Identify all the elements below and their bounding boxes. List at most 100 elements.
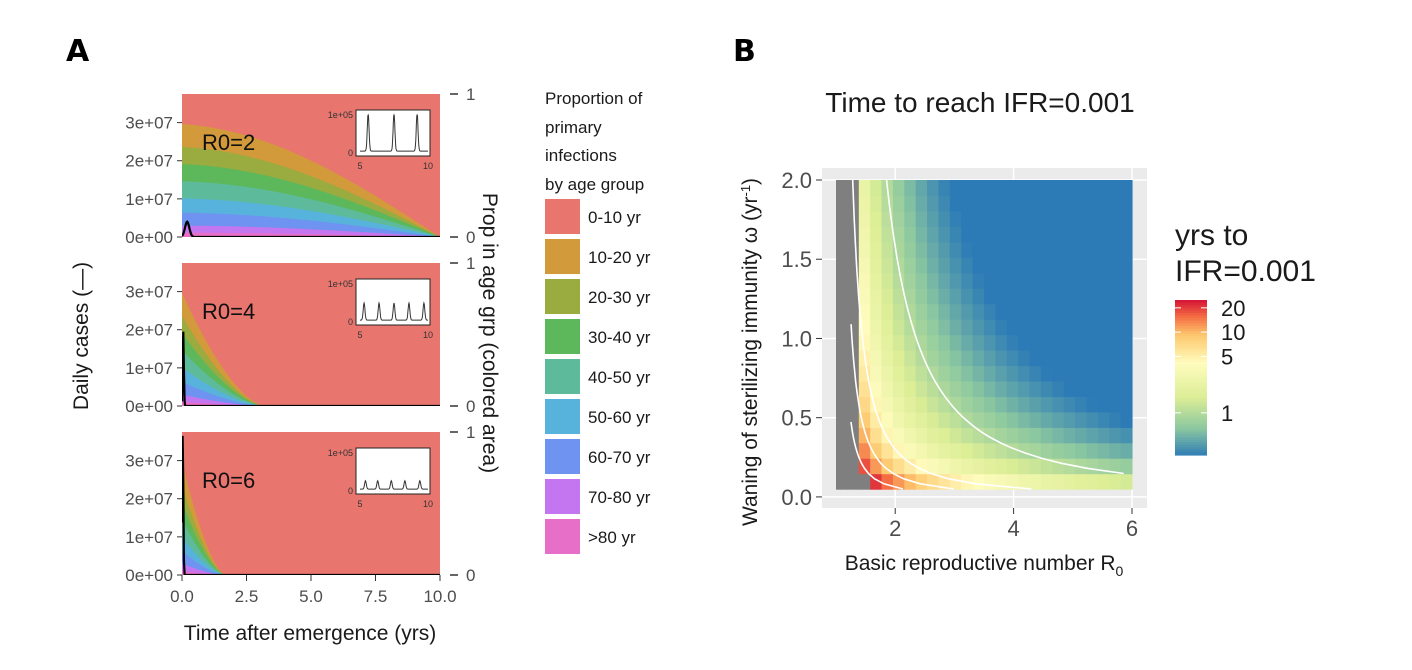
colorbar-step bbox=[1175, 341, 1207, 345]
y-tick-label: 3e+07 bbox=[125, 114, 173, 133]
b-title: Time to reach IFR=0.001 bbox=[825, 87, 1134, 118]
heat-cell bbox=[938, 241, 951, 258]
heat-cell bbox=[1120, 272, 1133, 289]
heat-cell bbox=[1109, 272, 1122, 289]
heat-cell bbox=[915, 427, 928, 444]
heat-cell bbox=[995, 411, 1008, 428]
heat-cell bbox=[836, 319, 848, 336]
colorbar-step bbox=[1175, 325, 1207, 329]
heat-cell bbox=[858, 257, 871, 274]
heat-cell bbox=[995, 458, 1008, 475]
heat-cell bbox=[949, 442, 962, 459]
heat-cell bbox=[836, 380, 848, 397]
heat-cell bbox=[1086, 427, 1099, 444]
colorbar-step bbox=[1175, 315, 1207, 319]
heat-cell bbox=[836, 303, 848, 320]
heat-cell bbox=[984, 396, 996, 413]
heat-cell bbox=[1006, 303, 1019, 320]
heat-cell bbox=[915, 272, 928, 289]
heat-cell bbox=[984, 226, 996, 243]
inset-plot: 1e+05 05 10 bbox=[328, 109, 433, 171]
heat-cell bbox=[1097, 272, 1110, 289]
legend-swatch bbox=[545, 399, 580, 434]
heat-cell bbox=[984, 180, 996, 197]
heat-cell bbox=[836, 180, 848, 197]
heat-cell bbox=[1120, 365, 1133, 382]
heat-cell bbox=[1052, 303, 1065, 320]
heat-cell bbox=[938, 210, 951, 227]
heat-cell bbox=[1006, 458, 1019, 475]
heat-cell bbox=[858, 396, 871, 413]
heat-cell bbox=[961, 272, 974, 289]
colorbar-step bbox=[1175, 349, 1207, 353]
area-70-80-yr bbox=[182, 563, 440, 575]
heat-cell bbox=[858, 380, 871, 397]
heat-cell bbox=[858, 442, 871, 459]
heat-cell bbox=[972, 365, 985, 382]
heat-cell bbox=[1109, 427, 1122, 444]
heat-cell bbox=[870, 241, 883, 258]
heat-cell bbox=[1040, 257, 1053, 274]
heat-cell bbox=[858, 180, 871, 197]
colorbar-step bbox=[1175, 320, 1207, 324]
colorbar-step bbox=[1175, 328, 1207, 332]
heat-cell bbox=[1109, 396, 1122, 413]
heat-cell bbox=[1086, 257, 1099, 274]
heat-cell bbox=[892, 442, 905, 459]
heat-cell bbox=[870, 226, 883, 243]
heat-cell bbox=[1018, 319, 1031, 336]
colorbar-step bbox=[1175, 395, 1207, 399]
heat-cell bbox=[938, 473, 951, 490]
heat-cell bbox=[961, 427, 974, 444]
heat-cell bbox=[949, 365, 962, 382]
inset-line bbox=[360, 113, 428, 152]
heat-cell bbox=[1075, 350, 1088, 367]
heat-cell bbox=[1063, 458, 1076, 475]
heat-cell bbox=[1006, 473, 1019, 490]
heat-cell bbox=[1040, 210, 1053, 227]
heat-cell bbox=[904, 473, 917, 490]
colorbar-step bbox=[1175, 323, 1207, 327]
heat-cell bbox=[1006, 365, 1019, 382]
heat-cell bbox=[915, 226, 928, 243]
heat-cell bbox=[904, 380, 917, 397]
heat-cell bbox=[927, 411, 940, 428]
heat-cell bbox=[1063, 427, 1076, 444]
colorbar-step bbox=[1175, 307, 1207, 311]
inset-y-tick: 0 bbox=[348, 317, 353, 327]
heat-cell bbox=[1109, 365, 1122, 382]
heat-cell bbox=[836, 396, 848, 413]
y2-tick-label: 1 bbox=[466, 423, 475, 442]
heat-cell bbox=[961, 180, 974, 197]
legend-swatch bbox=[545, 319, 580, 354]
heat-cell bbox=[1029, 241, 1042, 258]
heat-cell bbox=[1063, 350, 1076, 367]
heat-cell bbox=[938, 442, 951, 459]
colorbar-tick-label: 1 bbox=[1221, 401, 1233, 426]
heat-cell bbox=[1075, 195, 1088, 212]
heat-cell bbox=[1120, 411, 1133, 428]
heat-cell bbox=[949, 458, 962, 475]
colorbar-step bbox=[1175, 408, 1207, 412]
b-x-tick-label: 6 bbox=[1126, 516, 1138, 541]
heat-cell bbox=[1040, 350, 1053, 367]
heat-cell bbox=[1052, 319, 1065, 336]
heat-cell bbox=[972, 319, 985, 336]
heat-cell bbox=[1006, 396, 1019, 413]
heat-cell bbox=[1040, 442, 1053, 459]
heat-cell bbox=[961, 411, 974, 428]
heat-cell bbox=[1018, 350, 1031, 367]
heat-cell bbox=[984, 334, 996, 351]
heat-cell bbox=[1029, 380, 1042, 397]
heat-cell bbox=[870, 288, 883, 305]
heat-cell bbox=[1097, 319, 1110, 336]
legend-label: 20-30 yr bbox=[588, 288, 651, 307]
heat-cell bbox=[1029, 210, 1042, 227]
heat-cell bbox=[1006, 180, 1019, 197]
heat-cell bbox=[847, 319, 860, 336]
colorbar-tick-label: 5 bbox=[1221, 344, 1233, 369]
heat-cell bbox=[847, 210, 860, 227]
heat-cell bbox=[870, 458, 883, 475]
heat-cell bbox=[1075, 226, 1088, 243]
colorbar-tick-label: 10 bbox=[1221, 320, 1245, 345]
